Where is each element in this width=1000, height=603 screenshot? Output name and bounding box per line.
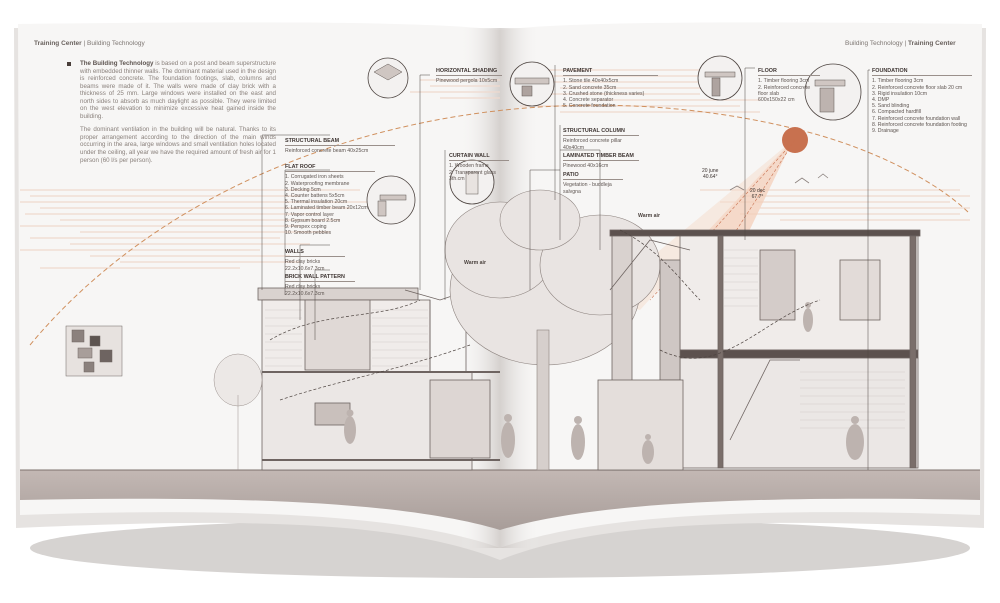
label-walls: WALLS Red clay bricks 22.2x10.6x7.3cm	[285, 243, 345, 272]
label-title: LAMINATED TIMBER BEAM	[563, 153, 639, 162]
label-pavement: PAVEMENT 1. Stone tile 40x40x5cm 2. Sand …	[563, 62, 658, 109]
left-header-section: Training Center	[34, 40, 82, 47]
label-foundation: FOUNDATION 1. Timber flooring 3cm 2. Rein…	[872, 62, 972, 134]
label-title: STRUCTURAL COLUMN	[563, 128, 639, 137]
label-text: 1. Wooden frame 2. Transparent glass 3th…	[449, 163, 497, 182]
label-text: Reinforced concrete pillar 40x40cm	[563, 138, 622, 151]
sun-path-arc	[29, 104, 969, 346]
leader-lines	[261, 65, 870, 470]
label-text: Pinewood pergola 10x5cm	[436, 78, 498, 85]
label-floor: FLOOR 1. Timber flooring 3cm 2. Reinforce…	[758, 62, 820, 103]
sun-angle-dec: 20 dec 67.7°	[750, 188, 766, 200]
label-horizontal-shading: HORIZONTAL SHADING Pinewood pergola 10x5c…	[436, 62, 502, 85]
label-structural-beam: STRUCTURAL BEAM Reinforced concrete beam …	[285, 132, 395, 155]
label-text: 1. Timber flooring 3cm 2. Reinforced con…	[872, 78, 967, 135]
label-patio: PATIO Vegetation - buddleja salvgna	[563, 166, 623, 195]
left-building	[257, 287, 500, 471]
plan-grid-icon	[65, 325, 123, 377]
lead-phrase: The Building Technology	[80, 60, 154, 67]
paragraph-1: The Building Technology is based on a po…	[80, 60, 276, 120]
label-text: 1. Corrugated iron sheets 2. Waterproofi…	[285, 174, 368, 237]
label-brick-wall-pattern: BRICK WALL PATTERN Red clay bricks 22.2x1…	[285, 268, 355, 297]
right-header-section: Training Center	[908, 40, 956, 47]
birds	[729, 173, 829, 191]
left-header-separator: |	[81, 40, 87, 47]
brick-hatch-left	[265, 309, 428, 367]
label-title: FLAT ROOF	[285, 164, 375, 173]
label-text: Reinforced concrete beam 40x25cm	[285, 148, 369, 155]
small-tree-left	[213, 353, 263, 470]
right-header-separator: |	[902, 40, 909, 47]
label-text: Pinewood 40x16cm	[563, 163, 609, 170]
right-header-topic: Building Technology	[845, 40, 903, 47]
label-title: WALLS	[285, 249, 345, 258]
label-laminated-timber-beam: LAMINATED TIMBER BEAM Pinewood 40x16cm	[563, 147, 639, 170]
people	[344, 302, 864, 464]
label-title: PAVEMENT	[563, 68, 658, 77]
body-text: The Building Technology is based on a po…	[80, 60, 276, 170]
label-curtain-wall: CURTAIN WALL 1. Wooden frame 2. Transpare…	[449, 147, 509, 182]
label-structural-column: STRUCTURAL COLUMN Reinforced concrete pil…	[563, 122, 639, 151]
right-running-header: Building Technology | Training Center	[845, 40, 956, 47]
label-title: STRUCTURAL BEAM	[285, 138, 395, 147]
sun-angle-june: 20 june 40.64°	[702, 168, 719, 180]
warm-air-tag-left: Warm air	[464, 260, 487, 266]
paragraph-2: The dominant ventilation in the building…	[80, 126, 276, 164]
label-title: CURTAIN WALL	[449, 153, 509, 162]
label-flat-roof: FLAT ROOF 1. Corrugated iron sheets 2. Wa…	[285, 158, 375, 236]
label-title: HORIZONTAL SHADING	[436, 68, 502, 77]
label-text: 1. Timber flooring 3cm 2. Reinforced con…	[758, 78, 811, 104]
left-running-header: Training Center | Building Technology	[34, 40, 145, 47]
label-text: 1. Stone tile 40x40x5cm 2. Sand concrete…	[563, 78, 645, 110]
label-title: BRICK WALL PATTERN	[285, 274, 355, 283]
ground-soil	[20, 470, 980, 530]
right-building	[597, 229, 921, 471]
label-text: Red clay bricks 22.2x10.6x7.3cm	[285, 284, 325, 297]
air-flow-arrows	[269, 229, 821, 401]
label-text: Vegetation - buddleja salvgna	[563, 182, 612, 195]
label-title: FOUNDATION	[872, 68, 972, 77]
detail-circle-contents	[373, 63, 846, 217]
warm-air-tag-right: Warm air	[638, 213, 661, 219]
label-text: Red clay bricks 22.2x10.6x7.3cm	[285, 259, 325, 272]
bullet-marker	[67, 62, 71, 66]
paragraph-1-text: is based on a post and beam superstructu…	[80, 60, 276, 120]
label-title: PATIO	[563, 172, 623, 181]
label-title: FLOOR	[758, 68, 820, 77]
left-header-topic: Building Technology	[87, 40, 145, 47]
